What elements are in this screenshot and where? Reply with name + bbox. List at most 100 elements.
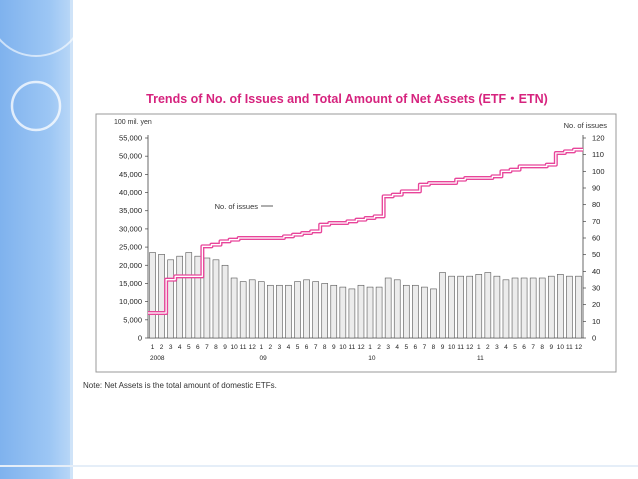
net-assets-bar: [511, 277, 519, 339]
net-assets-bar: [221, 264, 229, 339]
net-assets-bar: [348, 288, 356, 339]
x-month-label: 2: [160, 344, 164, 351]
right-axis-tick-label: 110: [592, 150, 604, 159]
x-month-label: 7: [531, 344, 535, 351]
net-assets-bar: [303, 279, 310, 339]
net-assets-bar: [185, 252, 193, 339]
line-annotation: No. of issues: [215, 202, 259, 211]
x-month-label: 2: [377, 344, 381, 351]
x-month-label: 7: [205, 344, 209, 351]
right-axis-tick-label: 120: [592, 134, 605, 143]
x-month-label: 6: [196, 344, 200, 351]
x-month-label: 9: [441, 344, 445, 351]
left-axis-tick-label: 45,000: [119, 170, 142, 179]
net-assets-bar: [321, 283, 329, 339]
right-axis-tick-label: 70: [592, 217, 600, 226]
left-axis-tick-label: 30,000: [119, 224, 142, 233]
net-assets-bar: [502, 279, 510, 339]
slide-left-band: [0, 0, 70, 479]
left-axis-tick-label: 50,000: [119, 152, 142, 161]
net-assets-bar: [439, 272, 446, 339]
x-month-label: 3: [278, 344, 282, 351]
x-month-label: 4: [504, 344, 508, 351]
net-assets-bar: [484, 272, 492, 339]
x-month-label: 4: [395, 344, 399, 351]
right-axis-tick-label: 100: [592, 167, 605, 176]
x-year-label: 10: [368, 355, 376, 362]
x-month-label: 11: [457, 344, 464, 351]
x-month-label: 3: [169, 344, 173, 351]
x-month-label: 5: [513, 344, 517, 351]
net-assets-bar: [466, 275, 474, 339]
x-month-label: 8: [214, 344, 218, 351]
x-month-label: 5: [404, 344, 408, 351]
net-assets-bar: [267, 284, 274, 339]
x-year-label: 11: [477, 355, 484, 362]
net-assets-bar: [412, 284, 419, 339]
net-assets-bar: [149, 252, 156, 339]
net-assets-bar: [158, 254, 165, 339]
net-assets-bar: [448, 275, 455, 339]
net-assets-bar: [575, 275, 582, 339]
x-month-label: 8: [432, 344, 436, 351]
net-assets-bar: [366, 286, 374, 339]
x-month-label: 11: [566, 344, 573, 351]
plot-area: 55,00050,00045,00040,00035,00030,00025,0…: [119, 134, 604, 363]
left-axis-tick-label: 35,000: [119, 206, 142, 215]
x-month-label: 12: [249, 344, 257, 351]
slide-bottom-rule: [0, 465, 638, 467]
x-month-label: 7: [423, 344, 427, 351]
right-axis-tick-label: 30: [592, 284, 600, 293]
net-assets-bar: [566, 275, 573, 339]
net-assets-bar: [176, 255, 184, 339]
x-month-label: 12: [466, 344, 474, 351]
chart-frame: [95, 113, 617, 373]
left-axis-tick-label: 25,000: [119, 243, 142, 252]
right-axis-tick-label: 60: [592, 234, 600, 243]
net-assets-bar: [547, 275, 555, 339]
x-month-label: 11: [349, 344, 356, 351]
net-assets-bar: [375, 286, 383, 339]
left-axis-unit: 100 mil. yen: [114, 119, 152, 126]
net-assets-bar: [493, 275, 501, 339]
x-month-label: 2: [269, 344, 273, 351]
net-assets-bar: [194, 255, 202, 339]
x-month-label: 8: [540, 344, 544, 351]
x-month-label: 10: [448, 344, 456, 351]
right-axis-tick-label: 90: [592, 184, 600, 193]
right-axis-tick-label: 80: [592, 200, 600, 209]
x-month-label: 4: [178, 344, 182, 351]
left-axis-tick-label: 15,000: [119, 279, 142, 288]
right-axis-tick-label: 20: [592, 300, 600, 309]
chart-title: Trends of No. of Issues and Total Amount…: [146, 92, 548, 106]
slide-decor-circles: [0, 0, 85, 132]
net-assets-bar: [538, 277, 546, 339]
net-assets-bar: [384, 277, 392, 339]
x-month-label: 10: [230, 344, 238, 351]
net-assets-bar: [285, 284, 292, 339]
left-axis-tick-label: 5,000: [123, 315, 142, 324]
x-month-label: 1: [259, 344, 263, 351]
net-assets-bar: [430, 288, 437, 339]
x-month-label: 12: [575, 344, 583, 351]
net-assets-bar: [294, 281, 301, 339]
net-assets-bar: [421, 286, 428, 339]
x-month-label: 8: [323, 344, 327, 351]
net-assets-bar: [393, 279, 401, 339]
x-month-label: 9: [332, 344, 336, 351]
net-assets-bar: [402, 284, 410, 339]
x-month-label: 3: [495, 344, 499, 351]
net-assets-bar: [457, 275, 464, 339]
right-axis-tick-label: 10: [592, 317, 600, 326]
x-month-label: 1: [477, 344, 481, 351]
net-assets-bar: [239, 281, 247, 339]
right-axis-tick-label: 50: [592, 250, 600, 259]
x-month-label: 1: [151, 344, 155, 351]
net-assets-bar: [230, 277, 238, 339]
x-month-label: 1: [368, 344, 372, 351]
x-month-label: 9: [223, 344, 227, 351]
x-month-label: 6: [522, 344, 526, 351]
slide-left-band-edge: [70, 0, 73, 479]
right-axis-tick-label: 40: [592, 267, 600, 276]
